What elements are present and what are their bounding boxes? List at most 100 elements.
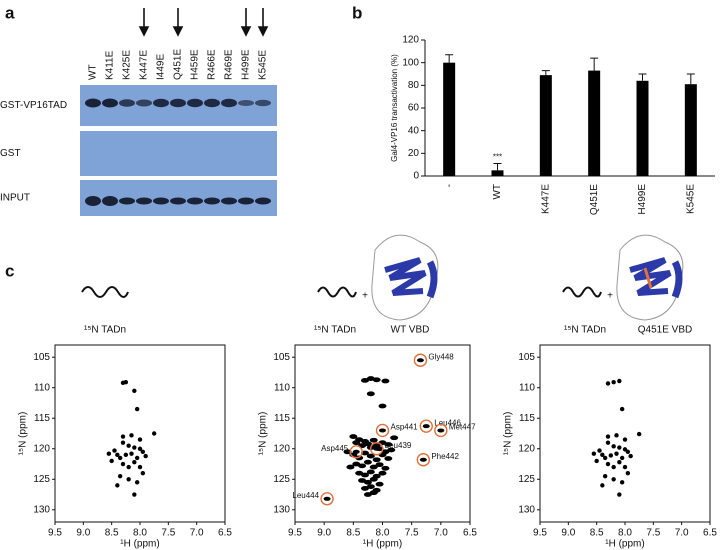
band	[221, 197, 237, 205]
peak	[381, 465, 390, 471]
lane-label: WT	[88, 64, 99, 80]
peak	[132, 388, 137, 393]
peak	[611, 380, 616, 385]
plot-frame	[54, 344, 226, 523]
band	[187, 98, 203, 108]
y-tick-label: 105	[273, 352, 290, 363]
x-tick-label: 6.5	[463, 528, 477, 539]
peak	[372, 457, 381, 463]
peak	[361, 450, 369, 456]
x-tick-label: K447E	[540, 184, 551, 214]
band	[85, 196, 101, 206]
peak	[611, 477, 616, 482]
peak	[137, 437, 143, 442]
x-tick-label: 7.0	[675, 528, 689, 539]
peak	[369, 490, 378, 496]
peak	[416, 358, 424, 363]
peak	[132, 459, 137, 465]
peak	[375, 481, 384, 487]
peak	[619, 406, 625, 412]
y-tick-label: 20	[408, 148, 420, 159]
blot-row-label: INPUT	[0, 193, 30, 204]
plus: +	[362, 291, 368, 302]
y-tick-label: 120	[273, 443, 290, 454]
peak	[132, 492, 137, 497]
peak	[120, 440, 126, 445]
peak-label: Met447	[449, 423, 476, 432]
band	[255, 197, 271, 205]
y-tick-label: 125	[33, 474, 50, 485]
band	[102, 98, 118, 108]
peak	[109, 458, 114, 464]
peak	[625, 449, 631, 455]
peak	[117, 474, 123, 479]
band	[153, 197, 169, 205]
peak	[594, 458, 599, 464]
lane-label: H459E	[190, 49, 201, 80]
peak	[622, 437, 628, 442]
lane-label: K425E	[122, 50, 133, 80]
y-tick-label: 120	[518, 443, 535, 454]
peak	[134, 480, 140, 485]
y-tick-label: 105	[33, 352, 50, 363]
band	[136, 197, 152, 205]
band	[187, 197, 203, 205]
peak	[597, 448, 602, 453]
lane-label: K447E	[139, 50, 150, 80]
peak	[134, 406, 140, 412]
x-tick-label: 9.0	[561, 528, 575, 539]
peak-highlight	[416, 453, 431, 467]
error-bar	[445, 54, 454, 63]
peak	[361, 472, 369, 478]
annotation: ***	[493, 153, 502, 162]
y-tick-label: 115	[34, 413, 50, 424]
peak	[363, 479, 372, 485]
x-tick-label: 8.5	[346, 528, 360, 539]
peak	[614, 433, 619, 438]
peak	[115, 452, 120, 458]
y-tick-label: 120	[33, 443, 50, 454]
x-tick-label: 8.5	[590, 528, 604, 539]
band	[102, 196, 118, 206]
band	[153, 98, 169, 108]
caption: ¹⁵N TADn	[314, 325, 356, 336]
peak	[375, 462, 384, 468]
peak	[419, 457, 427, 462]
x-tick-label: H499E	[637, 184, 648, 215]
peak	[372, 442, 381, 448]
x-tick-label: 7.5	[161, 528, 175, 539]
panel-label: b	[352, 3, 362, 22]
peak	[132, 445, 137, 450]
peak	[422, 424, 430, 429]
y-tick-label: 125	[273, 474, 290, 485]
x-tick-label: 7.0	[190, 528, 204, 539]
peak	[140, 449, 146, 455]
lane-label: Q451E	[173, 49, 184, 80]
peak	[143, 453, 148, 459]
peak	[117, 455, 123, 461]
y-axis-label: ¹⁵N (ppm)	[258, 412, 269, 456]
y-tick-label: 110	[34, 382, 50, 393]
peak	[619, 455, 625, 461]
y-tick-label: 0	[413, 171, 419, 182]
y-tick-label: 120	[402, 35, 419, 46]
x-axis-label: ¹H (ppm)	[363, 539, 402, 550]
peak	[600, 483, 605, 488]
peak	[112, 448, 117, 453]
peak-label: Asp445	[321, 444, 349, 453]
x-tick-label: 8.5	[105, 528, 119, 539]
peak-highlight	[349, 445, 363, 459]
peak-highlight	[375, 423, 390, 438]
x-axis-label: ¹H (ppm)	[605, 539, 644, 550]
band	[85, 98, 101, 108]
plus: +	[607, 291, 613, 302]
peak	[126, 464, 131, 470]
peak	[378, 470, 387, 476]
y-tick-label: 115	[274, 413, 290, 424]
plot-frame	[539, 344, 711, 523]
band	[255, 99, 271, 107]
caption: ¹⁵N TADn	[564, 325, 606, 336]
x-tick-label: 9.0	[76, 528, 90, 539]
peak	[619, 480, 625, 485]
